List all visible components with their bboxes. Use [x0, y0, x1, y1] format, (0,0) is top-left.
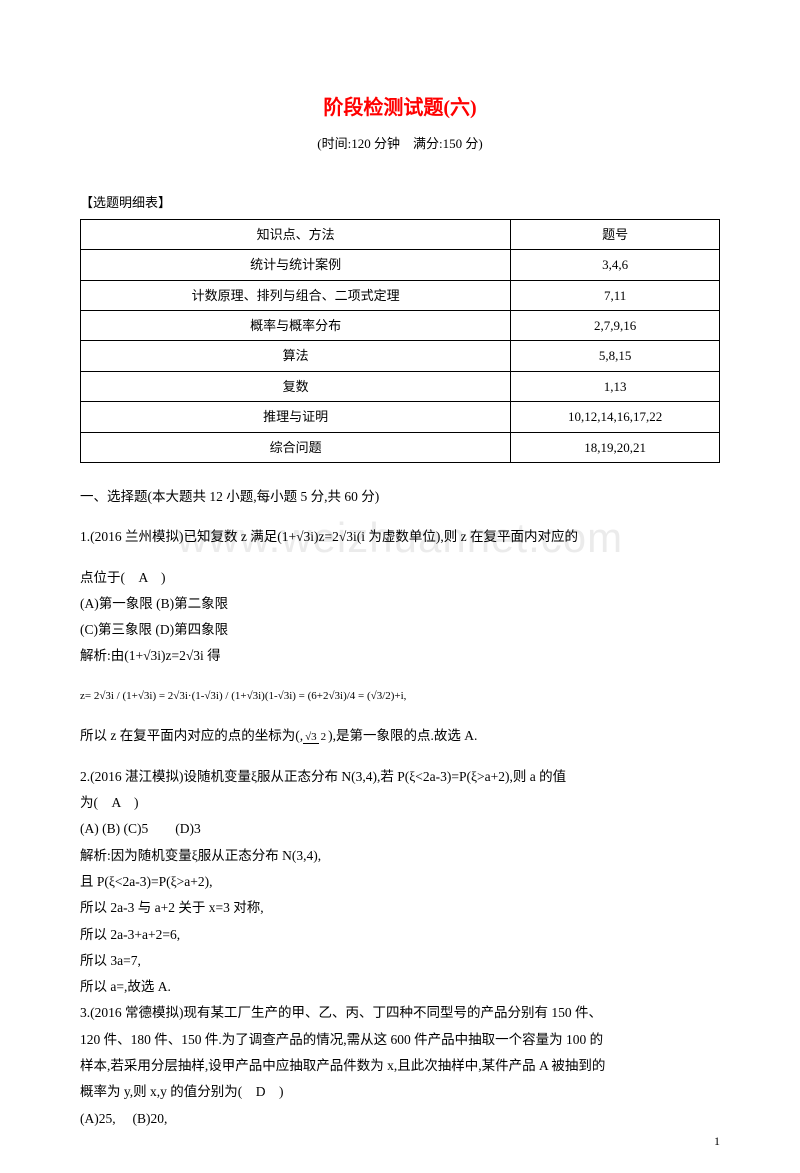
q1-option-cd: (C)第三象限 (D)第四象限: [80, 618, 720, 642]
q2-answer-line: 为( A ): [80, 791, 720, 815]
q1-solution-1: 解析:由(1+√3i)z=2√3i 得: [80, 644, 720, 668]
fraction-icon: √32: [303, 731, 328, 743]
table-row: 综合问题18,19,20,21: [81, 432, 720, 462]
q2-solution-4: 所以 2a-3+a+2=6,: [80, 923, 720, 947]
table-row: 统计与统计案例3,4,6: [81, 250, 720, 280]
table-row: 概率与概率分布2,7,9,16: [81, 310, 720, 340]
q1-formula: z= 2√3i / (1+√3i) = 2√3i·(1-√3i) / (1+√3…: [80, 687, 720, 707]
page-title: 阶段检测试题(六): [80, 90, 720, 126]
table-row: 算法5,8,15: [81, 341, 720, 371]
table-row: 计数原理、排列与组合、二项式定理7,11: [81, 280, 720, 310]
q2-solution-1: 解析:因为随机变量ξ服从正态分布 N(3,4),: [80, 844, 720, 868]
page-subtitle: (时间:120 分钟 满分:150 分): [80, 132, 720, 155]
q2-solution-2: 且 P(ξ<2a-3)=P(ξ>a+2),: [80, 870, 720, 894]
q1-text: 1.(2016 兰州模拟)已知复数 z 满足(1+√3i)z=2√3i(i 为虚…: [80, 525, 720, 549]
q3-text-3: 样本,若采用分层抽样,设甲产品中应抽取产品件数为 x,且此次抽样中,某件产品 A…: [80, 1054, 720, 1078]
table-row: 复数1,13: [81, 371, 720, 401]
q3-text-2: 120 件、180 件、150 件.为了调查产品的情况,需从这 600 件产品中…: [80, 1028, 720, 1052]
table-header-method: 知识点、方法: [81, 219, 511, 249]
section-heading: 一、选择题(本大题共 12 小题,每小题 5 分,共 60 分): [80, 485, 720, 509]
q2-solution-5: 所以 3a=7,: [80, 949, 720, 973]
q1-answer-line: 点位于( A ): [80, 566, 720, 590]
q1-solution-2: 所以 z 在复平面内对应的点的坐标为(,√32),是第一象限的点.故选 A.: [80, 724, 720, 748]
q2-options: (A) (B) (C)5 (D)3: [80, 817, 720, 841]
page-number: 1: [714, 1131, 720, 1153]
q3-options: (A)25, (B)20,: [80, 1107, 720, 1131]
table-row: 推理与证明10,12,14,16,17,22: [81, 402, 720, 432]
table-header-row: 知识点、方法 题号: [81, 219, 720, 249]
table-header-number: 题号: [511, 219, 720, 249]
topic-table: 知识点、方法 题号 统计与统计案例3,4,6 计数原理、排列与组合、二项式定理7…: [80, 219, 720, 463]
q2-solution-3: 所以 2a-3 与 a+2 关于 x=3 对称,: [80, 896, 720, 920]
q1-option-ab: (A)第一象限 (B)第二象限: [80, 592, 720, 616]
table-label: 【选题明细表】: [80, 191, 720, 214]
q3-text-4: 概率为 y,则 x,y 的值分别为( D ): [80, 1080, 720, 1104]
q2-solution-6: 所以 a=,故选 A.: [80, 975, 720, 999]
q2-text: 2.(2016 湛江模拟)设随机变量ξ服从正态分布 N(3,4),若 P(ξ<2…: [80, 765, 720, 789]
q3-text-1: 3.(2016 常德模拟)现有某工厂生产的甲、乙、丙、丁四种不同型号的产品分别有…: [80, 1001, 720, 1025]
